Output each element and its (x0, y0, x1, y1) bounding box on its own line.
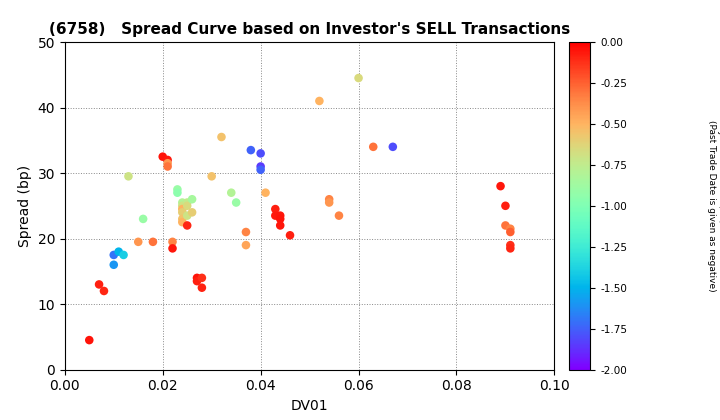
Point (505, 245, 516, 252)
Point (181, 199, 193, 206)
Point (255, 166, 266, 173)
Point (138, 215, 149, 222)
Point (108, 261, 120, 268)
Point (118, 252, 130, 258)
Point (84, 337, 95, 344)
Point (171, 186, 183, 193)
Point (162, 163, 174, 170)
Point (240, 242, 252, 249)
Point (269, 206, 281, 213)
Point (186, 196, 198, 202)
Point (500, 202, 511, 209)
Point (206, 173, 217, 180)
Point (176, 206, 188, 213)
Point (255, 163, 266, 170)
Point (157, 153, 168, 160)
Point (132, 239, 144, 245)
Point (505, 242, 516, 249)
Point (167, 239, 179, 245)
Point (181, 222, 193, 229)
Point (269, 212, 281, 219)
Point (176, 215, 188, 222)
Point (500, 222, 511, 229)
Point (98, 288, 109, 294)
Point (230, 199, 242, 206)
Point (192, 275, 203, 281)
Point (274, 222, 286, 229)
Point (147, 239, 158, 245)
Point (216, 134, 228, 140)
Point (323, 196, 335, 202)
Point (323, 199, 335, 206)
Point (314, 97, 325, 104)
Title: (6758)   Spread Curve based on Investor's SELL Transactions: (6758) Spread Curve based on Investor's … (49, 22, 570, 37)
Point (505, 228, 516, 235)
Text: Time in years between 8/30/2024 and Trade Date
(Past Trade Date is given as nega: Time in years between 8/30/2024 and Trad… (707, 94, 720, 318)
Point (353, 75, 364, 81)
Point (367, 144, 379, 150)
Point (122, 173, 134, 180)
Point (108, 252, 120, 258)
Point (387, 144, 399, 150)
Point (333, 212, 345, 219)
Point (495, 183, 506, 189)
Point (176, 209, 188, 216)
Point (274, 215, 286, 222)
Point (176, 199, 188, 206)
Point (113, 248, 125, 255)
Point (196, 284, 207, 291)
Point (181, 212, 193, 219)
Point (505, 226, 516, 232)
Point (94, 281, 105, 288)
Point (171, 189, 183, 196)
Point (162, 157, 174, 163)
Point (274, 212, 286, 219)
Point (255, 150, 266, 157)
Point (284, 232, 296, 239)
Point (240, 228, 252, 235)
Point (162, 160, 174, 167)
X-axis label: DV01: DV01 (291, 399, 328, 413)
Point (196, 275, 207, 281)
Point (176, 219, 188, 226)
Point (225, 189, 237, 196)
Point (192, 278, 203, 284)
Point (260, 189, 271, 196)
Y-axis label: Spread (bp): Spread (bp) (18, 165, 32, 247)
Point (176, 202, 188, 209)
Point (181, 202, 193, 209)
Point (186, 209, 198, 216)
Point (245, 147, 256, 153)
Point (167, 245, 179, 252)
